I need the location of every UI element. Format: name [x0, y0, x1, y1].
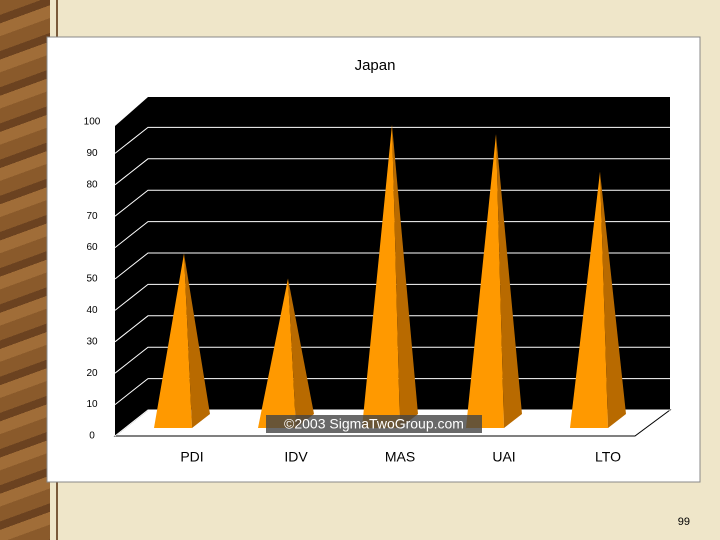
y-tick-label: 100	[84, 117, 101, 128]
x-tick-label: LTO	[595, 449, 621, 465]
pyramid-side	[184, 253, 210, 428]
pyramid-face	[154, 253, 192, 428]
decorative-strip	[0, 0, 50, 540]
watermark-bg	[266, 415, 482, 433]
y-tick-label: 70	[86, 211, 98, 222]
x-tick-label: MAS	[385, 449, 415, 465]
grid-line	[114, 126, 670, 154]
pyramid	[570, 171, 626, 429]
y-tick-label: 90	[86, 148, 98, 159]
pyramid	[154, 253, 210, 428]
pyramid-face	[258, 278, 296, 428]
y-tick-label: 40	[86, 305, 98, 316]
chart-title: Japan	[355, 57, 396, 74]
x-tick-label: PDI	[180, 449, 203, 465]
page-number: 99	[678, 516, 690, 528]
y-tick-label: 50	[86, 274, 98, 285]
x-tick-label: IDV	[284, 449, 308, 465]
pyramid-side	[288, 278, 314, 428]
pyramid	[362, 124, 418, 428]
grid-line	[114, 95, 670, 123]
y-tick-label: 80	[86, 179, 98, 190]
pyramid-face	[570, 171, 608, 429]
pyramid-face	[466, 134, 504, 428]
pyramid-face	[362, 124, 400, 428]
watermark: ©2003 SigmaTwoGroup.com	[284, 416, 464, 432]
y-tick-label: 0	[89, 431, 95, 442]
pyramid-side	[600, 171, 626, 429]
pyramid	[258, 278, 314, 428]
y-tick-label: 20	[86, 368, 98, 379]
y-tick-label: 10	[86, 399, 98, 410]
pyramid-side	[496, 134, 522, 428]
y-tick-label: 30	[86, 336, 98, 347]
pyramid	[466, 134, 522, 428]
pyramid-side	[392, 124, 418, 428]
y-tick-label: 60	[86, 242, 98, 253]
x-tick-label: UAI	[492, 449, 515, 465]
